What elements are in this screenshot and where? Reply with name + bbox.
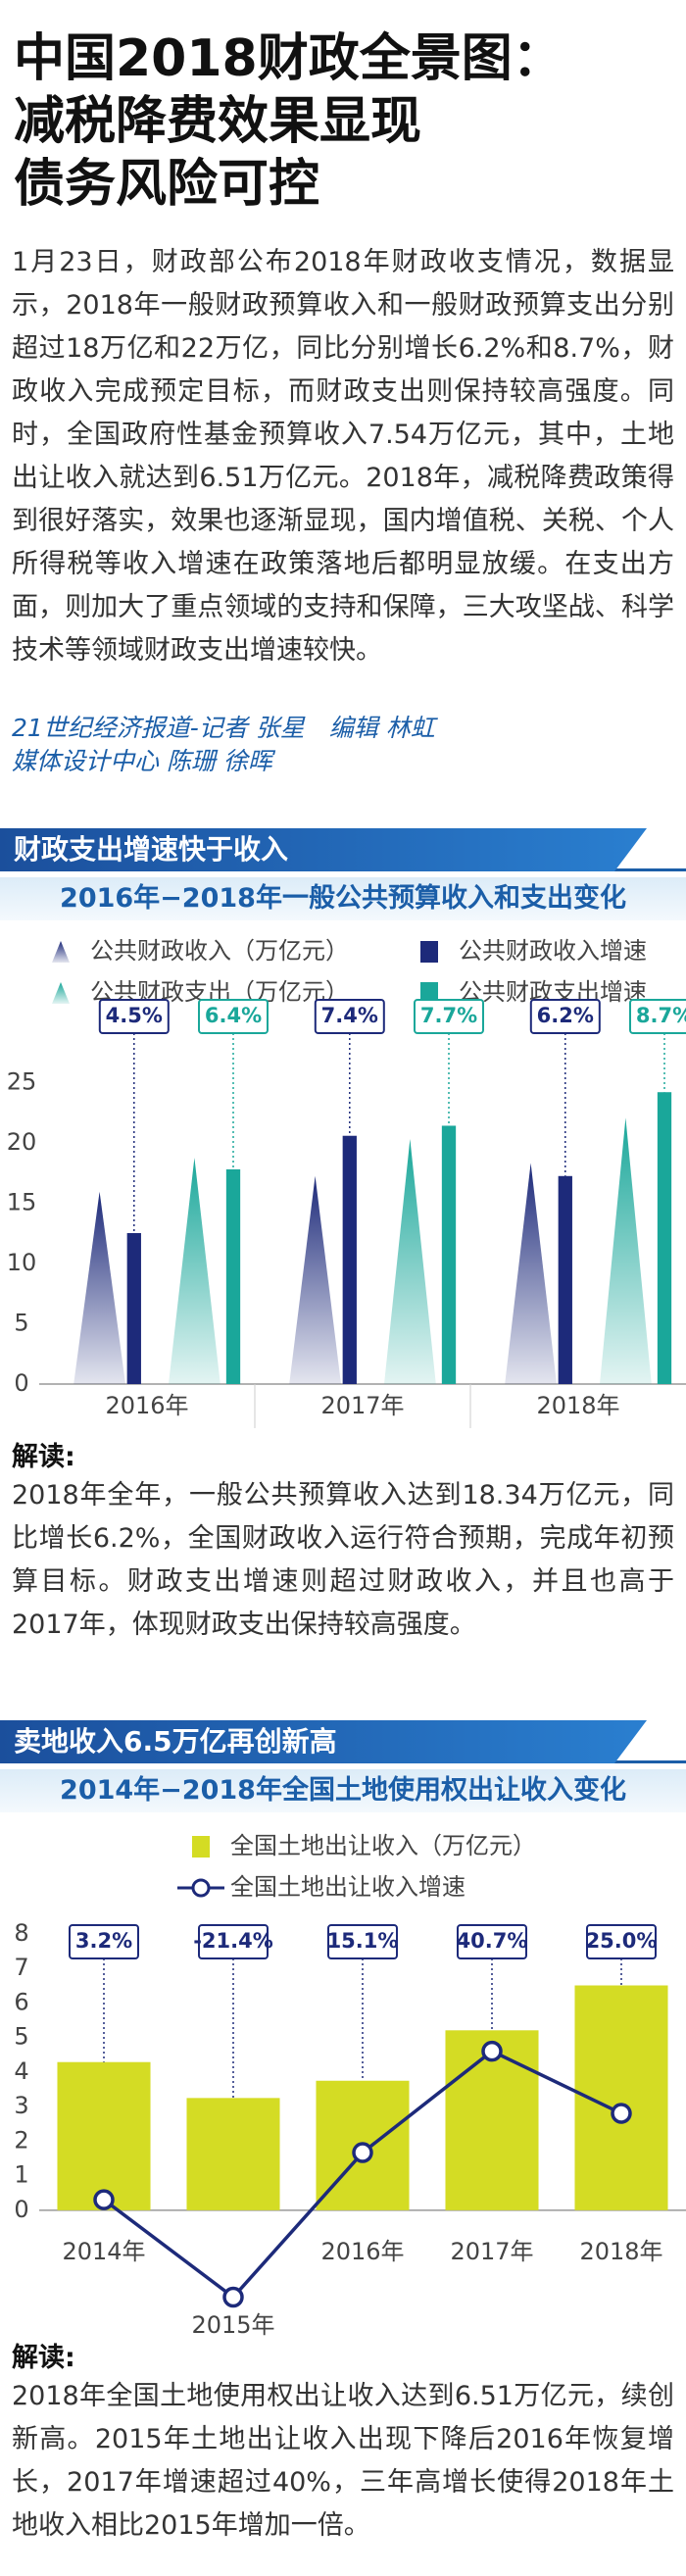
x-tick-label: 2017年 xyxy=(450,2238,533,2265)
note-label: 解读: xyxy=(12,2343,75,2373)
label-box xyxy=(69,1924,139,1959)
intro: 1月23日，财政部公布2018年财政收支情况，数据显示，2018年一般财政预算收… xyxy=(12,247,674,666)
point xyxy=(93,2189,115,2210)
byline-line: 媒体设计中心 陈珊 徐晖 xyxy=(12,747,272,775)
chart: 0510152025公共财政收入（万亿元）公共财政支出（万亿元）公共财政收入增速… xyxy=(7,937,686,1428)
legend-marker xyxy=(420,982,438,1004)
headline-line: 减税降费效果显现 xyxy=(14,92,422,151)
point xyxy=(352,2142,373,2163)
chart: 0 1 2 3 4 5 6 7 8 全国土地出让收入（万亿元） 全国土地出让收入增速 3.2% -21.… xyxy=(14,1832,686,2336)
data-label: 4.5% xyxy=(106,1004,163,1027)
label-box xyxy=(198,1924,269,1959)
legend-label: 全国土地出让收入增速 xyxy=(230,1873,466,1901)
label-box xyxy=(327,1924,398,1959)
point xyxy=(481,2040,503,2062)
data-label: 3.2% xyxy=(75,1929,132,1953)
data-label: -21.4% xyxy=(193,1929,273,1953)
bar xyxy=(342,1135,357,1384)
legend-marker xyxy=(52,982,70,1004)
y-tick-label: 0 xyxy=(14,1369,28,1397)
byline-line: 21世纪经济报道-记者 张星 编辑 林虹 xyxy=(12,714,435,742)
data-label: 6.4% xyxy=(205,1004,262,1027)
headline: 中国2018财政全景图： 减税降费效果显现 债务风险可控 xyxy=(14,27,564,216)
label-box xyxy=(98,999,170,1034)
data-label: 6.2% xyxy=(537,1004,594,1027)
y-tick-label: 1 xyxy=(14,2161,28,2189)
point xyxy=(222,2286,244,2308)
data-label: 15.1% xyxy=(327,1929,399,1953)
bar xyxy=(186,2098,280,2210)
x-tick-label: 2017年 xyxy=(320,1392,404,1419)
legend-marker xyxy=(191,1878,211,1898)
legend-marker xyxy=(52,941,70,963)
label-box xyxy=(457,1924,527,1959)
chart-title: 2014年−2018年全国土地使用权出让收入变化 xyxy=(0,1769,686,1812)
y-tick-label: 6 xyxy=(14,1988,28,2015)
headline-line: 中国2018财政全景图： xyxy=(14,29,564,88)
y-tick-label: 25 xyxy=(7,1068,37,1096)
bar xyxy=(657,1092,672,1384)
triangle xyxy=(600,1117,652,1384)
y-tick-label: 15 xyxy=(7,1189,37,1216)
y-tick-label: 3 xyxy=(14,2092,28,2119)
triangle xyxy=(505,1163,557,1384)
bar xyxy=(558,1175,572,1384)
point xyxy=(611,2103,632,2124)
data-label: 7.7% xyxy=(420,1004,477,1027)
label-box xyxy=(198,999,269,1034)
x-tick-label: 2014年 xyxy=(62,2238,145,2265)
y-tick-label: 4 xyxy=(14,2057,28,2085)
label-box xyxy=(529,999,601,1034)
triangle xyxy=(74,1191,125,1384)
label-box xyxy=(414,999,484,1034)
label-box xyxy=(586,1924,657,1959)
data-label: 40.7% xyxy=(457,1929,528,1953)
data-label: 7.4% xyxy=(321,1004,378,1027)
legend-label: 公共财政收入增速 xyxy=(459,937,647,965)
triangle xyxy=(384,1139,436,1384)
y-tick-label: 10 xyxy=(7,1249,37,1276)
x-tick-label: 2016年 xyxy=(320,2238,404,2265)
y-tick-label: 8 xyxy=(14,1919,28,1947)
y-tick-label: 2 xyxy=(14,2126,28,2154)
bar xyxy=(126,1232,141,1384)
bar xyxy=(57,2061,151,2210)
x-tick-label: 2016年 xyxy=(105,1392,188,1419)
y-tick-label: 5 xyxy=(14,2023,28,2051)
y-tick-label: 5 xyxy=(14,1310,28,1337)
legend-label: 全国土地出让收入（万亿元） xyxy=(230,1832,536,1859)
data-label: 8.7% xyxy=(636,1004,686,1027)
note: 2018年全年，一般公共预算收入达到18.34万亿元，同比增长6.2%，全国财政… xyxy=(12,1480,674,1640)
label-box xyxy=(629,999,686,1034)
y-tick-label: 7 xyxy=(14,1954,28,1981)
x-tick-label: 2015年 xyxy=(191,2311,274,2336)
x-tick-label: 2018年 xyxy=(536,1392,619,1419)
chart-title: 2016年−2018年一般公共预算收入和支出变化 xyxy=(0,877,686,920)
byline: 21世纪经济报道-记者 张星 编辑 林虹 媒体设计中心 陈珊 徐晖 xyxy=(12,712,435,778)
bar xyxy=(225,1168,241,1384)
note: 2018年全国土地使用权出让收入达到6.51万亿元，续创新高。2015年土地出让… xyxy=(12,2381,674,2541)
section-heading: 财政支出增速快于收入 xyxy=(0,828,647,871)
x-tick-label: 2018年 xyxy=(579,2238,662,2265)
triangle xyxy=(169,1158,220,1384)
data-label: 25.0% xyxy=(586,1929,658,1953)
note-label: 解读: xyxy=(12,1442,75,1472)
section-heading: 卖地收入6.5万亿再创新高 xyxy=(0,1720,647,1763)
headline-line: 债务风险可控 xyxy=(14,155,320,214)
bar xyxy=(441,1125,457,1384)
legend-marker xyxy=(420,941,438,963)
legend-marker xyxy=(192,1836,210,1858)
triangle xyxy=(289,1175,341,1384)
legend-label: 公共财政收入（万亿元） xyxy=(90,937,349,965)
y-tick-label: 20 xyxy=(7,1128,37,1156)
label-box xyxy=(314,999,385,1034)
y-tick-label: 0 xyxy=(14,2196,28,2223)
